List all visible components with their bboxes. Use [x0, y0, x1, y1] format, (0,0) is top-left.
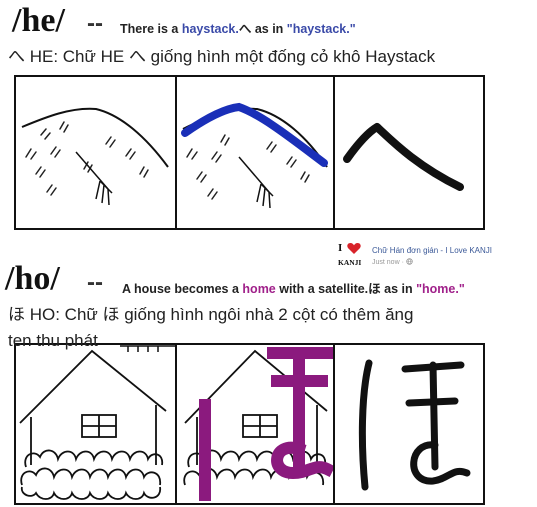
logo-letter: I [338, 242, 343, 254]
he-panel-sketch [14, 75, 177, 230]
he-kana-glyph [343, 123, 464, 191]
ho-keyword: home [242, 282, 276, 296]
he-kana-inline: へ [238, 22, 252, 36]
ho-panel-sketch [14, 343, 177, 505]
heart-icon [347, 243, 361, 254]
page-name-link[interactable]: Chữ Hán đơn gián - I Love KANJI [372, 246, 492, 255]
haystack-with-he-stroke [181, 102, 328, 209]
ho-kana-glyph [358, 359, 471, 491]
page-badge[interactable]: I KANJI Chữ Hán đơn gián - I Love KANJI … [338, 238, 536, 272]
ho-dashes: -- [87, 269, 103, 296]
logo-kanji-label: KANJI [338, 258, 362, 267]
page-logo[interactable]: I KANJI [338, 242, 368, 270]
post-time-text: Just now · [372, 259, 406, 266]
globe-icon [406, 258, 413, 265]
post-time[interactable]: Just now · [372, 258, 413, 266]
ho-sentence-pre: A house becomes a [122, 282, 243, 296]
he-sentence: There is a haystack.へ as in "haystack." [120, 18, 356, 37]
he-dashes: -- [87, 10, 103, 37]
he-sentence-mid: as in [251, 22, 287, 36]
ho-quote: "home." [416, 282, 465, 296]
ho-vietnamese-line-2: ten thu phát [8, 331, 98, 350]
he-panel-overlay [175, 75, 335, 230]
house-sketch [19, 349, 167, 500]
he-keyword: haystack. [181, 22, 239, 36]
he-quote: "haystack." [286, 22, 356, 36]
he-sentence-pre: There is a [120, 22, 182, 36]
ho-panel-kana [333, 343, 485, 505]
ho-sentence-mid1: with a satellite. [275, 282, 369, 296]
he-romaji: /he/ [12, 2, 65, 39]
he-panel-kana [333, 75, 485, 230]
ho-vietnamese-line-1: ほ HO: Chữ ほ giống hình ngôi nhà 2 cột có… [8, 305, 414, 324]
ho-panel-overlay [175, 343, 336, 505]
he-vietnamese-line: へ HE: Chữ HE へ giống hình một đống cỏ kh… [8, 47, 436, 66]
ho-sentence-mid2: as in [380, 282, 417, 296]
ho-sentence: A house becomes a home with a satellite.… [122, 278, 465, 297]
haystack-sketch [21, 107, 169, 206]
house-with-ho-stroke [183, 347, 336, 501]
ho-kana-inline: ほ [368, 282, 381, 296]
antenna-sketch [118, 339, 178, 352]
ho-romaji: /ho/ [5, 260, 60, 297]
